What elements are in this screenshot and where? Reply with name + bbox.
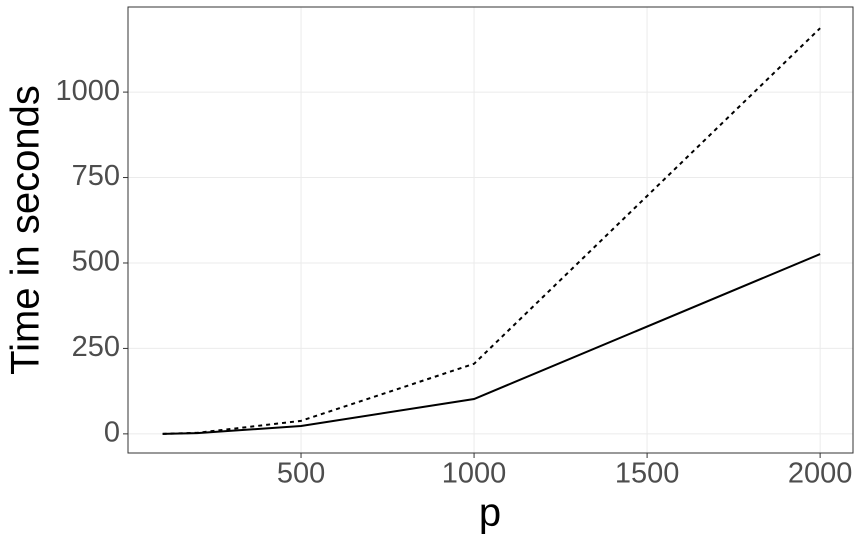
x-tick-label: 500 bbox=[277, 458, 325, 490]
data-line bbox=[162, 253, 821, 435]
y-tick-label: 0 bbox=[104, 417, 120, 449]
x-tick-label: 2000 bbox=[788, 458, 853, 490]
y-tick-label: 500 bbox=[72, 246, 120, 278]
x-axis-title: p bbox=[479, 491, 501, 535]
y-tick-label: 1000 bbox=[55, 75, 120, 107]
y-tick-label: 250 bbox=[72, 331, 120, 363]
x-tick-label: 1000 bbox=[442, 458, 507, 490]
data-line bbox=[162, 27, 821, 435]
x-tick-label: 1500 bbox=[615, 458, 680, 490]
y-axis-title: Time in seconds bbox=[4, 85, 48, 375]
y-tick-label: 750 bbox=[72, 160, 120, 192]
plot-border bbox=[127, 6, 854, 454]
